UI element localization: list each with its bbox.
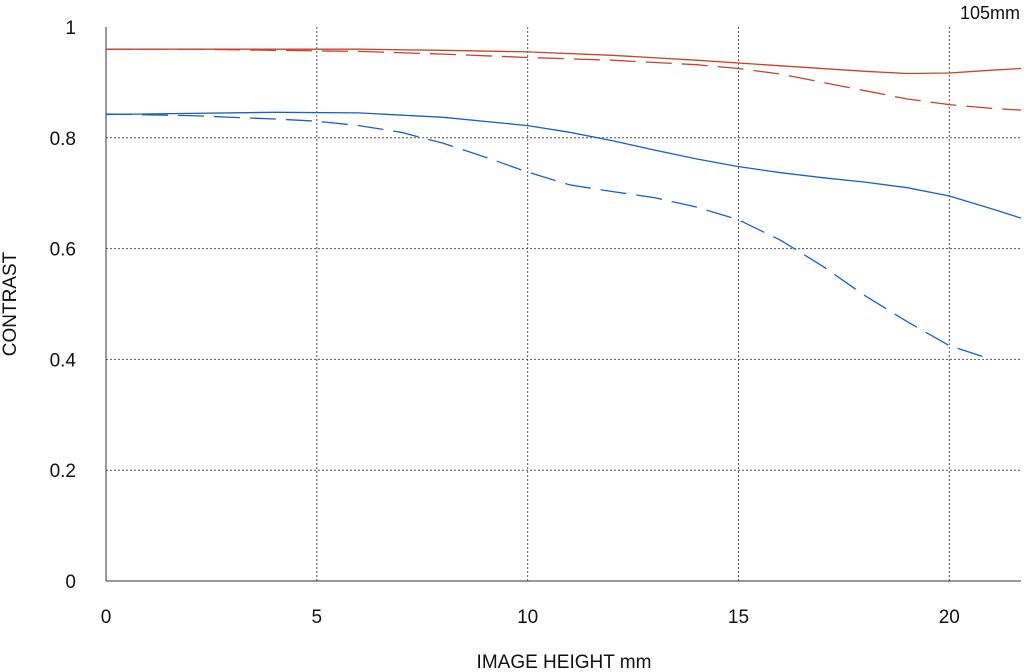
x-tick-label: 10	[517, 607, 538, 628]
y-tick-label: 0.2	[50, 461, 76, 482]
series-line-4	[105, 113, 992, 361]
series-layer	[105, 48, 1022, 361]
x-tick-labels: 0 5 10 15 20	[101, 607, 960, 628]
y-tick-label: 0	[65, 572, 76, 593]
chart-title: 105mm	[960, 3, 1020, 23]
x-axis-label: IMAGE HEIGHT mm	[477, 652, 652, 672]
y-tick-labels: 0 0.2 0.4 0.6 0.8 1	[50, 18, 77, 593]
series-line-2	[106, 48, 1022, 111]
x-tick-label: 5	[312, 607, 323, 628]
y-tick-label: 0.6	[50, 240, 76, 261]
y-axis-label: CONTRAST	[0, 251, 21, 356]
y-tick-label: 0.8	[50, 129, 76, 150]
x-tick-label: 20	[939, 607, 960, 628]
x-tick-label: 0	[101, 607, 112, 628]
y-tick-label: 1	[65, 18, 76, 39]
x-tick-label: 15	[728, 607, 749, 628]
y-tick-label: 0.4	[50, 350, 77, 371]
grid-lines	[106, 27, 1021, 581]
series-line-3	[105, 111, 1022, 219]
series-line-1	[106, 48, 1022, 75]
axes	[105, 27, 1021, 582]
